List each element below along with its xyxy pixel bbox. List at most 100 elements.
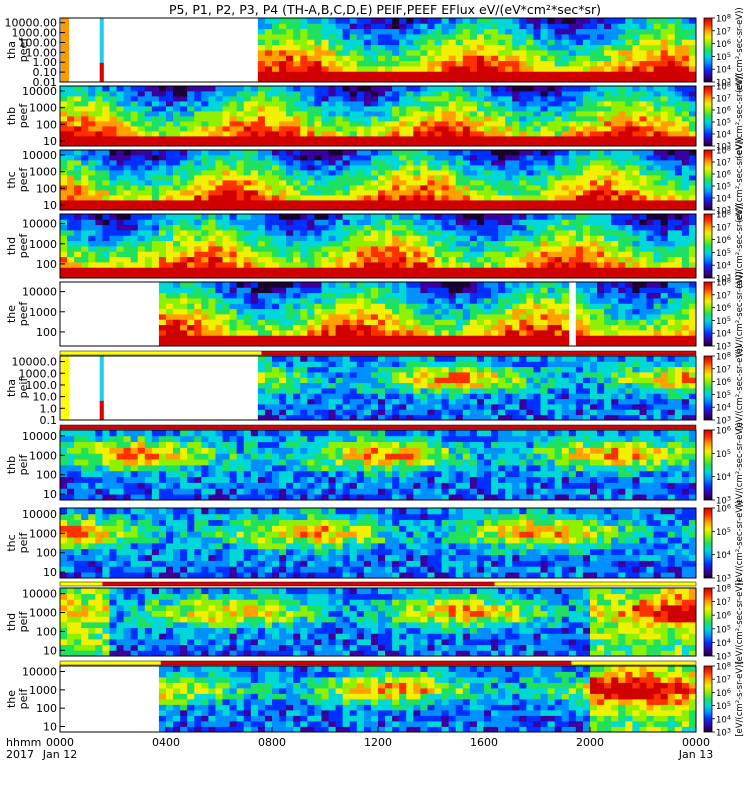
panel-label: the peef — [5, 301, 30, 327]
colorbar-tick-label: 104 — [716, 193, 731, 205]
colorbar-unit-label: (eV/(cm²-sec-sr-eV)) — [735, 73, 745, 159]
y-tick-label: 10000 — [22, 588, 57, 601]
y-tick-label: 1000 — [29, 449, 57, 462]
y-tick-label: 1000 — [29, 238, 57, 251]
colorbar-tick-label: 106 — [716, 38, 731, 50]
x-tick-label: 0800 — [258, 736, 286, 749]
colorbar-gradient — [703, 355, 713, 421]
flag-segment-red — [60, 425, 696, 429]
spectrogram-cells — [60, 430, 697, 501]
colorbar-tick-label: 106 — [716, 234, 731, 246]
spectrogram-cells — [257, 356, 697, 421]
panel-label-line: thb — [5, 107, 18, 125]
panel-frame — [59, 507, 697, 579]
y-tick-label: 10 — [43, 488, 57, 501]
colorbar-gradient — [703, 281, 713, 347]
x-tick-label: 0400 — [152, 736, 180, 749]
panel-label: thd peif — [5, 611, 30, 633]
y-tick-label: 1000 — [29, 306, 57, 319]
flag-segment-red — [261, 351, 696, 355]
panel-label-line: thb — [5, 456, 18, 474]
panel-frame — [59, 17, 697, 83]
colorbar-tick-label: 106 — [716, 687, 731, 699]
colorbar-tick-label: 107 — [716, 289, 731, 301]
figure-title: P5, P1, P2, P3, P4 (TH-A,B,C,D,E) PEIF,P… — [169, 2, 601, 17]
early-data-stripes — [61, 356, 104, 420]
panel-label-line: thc — [5, 171, 18, 188]
x-corner-label: hhmm — [6, 736, 41, 749]
y-tick-label: 100 — [36, 182, 57, 195]
colorbar-tick-label: 105 — [716, 448, 731, 460]
colorbar-tick-label: 108 — [716, 13, 731, 25]
colorbar-tick-label: 105 — [716, 700, 731, 712]
flag-segment-yellow — [60, 351, 262, 355]
panel-label-line: thc — [5, 534, 18, 551]
y-tick-label: 10 — [43, 135, 57, 148]
colorbar-tick-label: 104 — [716, 328, 731, 340]
x-tick-date-label: Jan 12 — [42, 748, 77, 761]
flag-bars-group — [59, 350, 697, 666]
spectrogram-cells — [60, 150, 697, 211]
colorbar-tick-label: 105 — [716, 315, 731, 327]
flag-segment-yellow — [60, 582, 103, 586]
colorbar-tick-label: 106 — [716, 302, 731, 314]
panel-label-line: the — [5, 305, 18, 323]
y-tick-label: 10000 — [22, 286, 57, 299]
flag-segment-yellow — [571, 661, 696, 665]
panel-label-line: peef — [17, 301, 30, 327]
colorbar-unit-label: (eV/(cm²-sec-sr-eV)) — [735, 137, 745, 223]
y-tick-label: 10000 — [22, 218, 57, 231]
flag-segment-red — [160, 661, 572, 665]
colorbar-tick-label: 104 — [716, 637, 731, 649]
panel-label-line: peef — [17, 233, 30, 259]
y-tick-label: 0.01 — [33, 76, 58, 89]
panel-frame — [59, 281, 697, 347]
x-tick-date-label: Jan 13 — [678, 748, 713, 761]
panel-frame — [59, 355, 697, 421]
colorbar-tick-label: 105 — [716, 117, 731, 129]
panel-label-line: peif — [17, 611, 30, 633]
panel-label: thc peif — [5, 532, 30, 554]
colorbar-tick-label: 108 — [716, 583, 731, 595]
panel-label-line: peif — [17, 688, 30, 710]
y-tick-label: 10000 — [22, 508, 57, 521]
colorbar-tick-label: 105 — [716, 51, 731, 63]
y-tick-label: 0.1 — [40, 414, 58, 427]
panel-label: thb peef — [5, 103, 30, 129]
y-tick-label: 1000 — [29, 607, 57, 620]
panel-label: thc peef — [5, 167, 30, 193]
y-tick-label: 10.00 — [26, 46, 58, 59]
y-tick-label: 100 — [36, 702, 57, 715]
panel-label-line: tha — [5, 41, 18, 59]
early-data-stripes — [61, 18, 104, 82]
panel-label-line: thd — [5, 237, 18, 255]
flag-segment-yellow — [494, 582, 696, 586]
flag-bar-after-the-peef — [59, 350, 697, 356]
panel-label: thb peif — [5, 454, 30, 476]
colorbar-tick-label: 105 — [716, 623, 731, 635]
colorbar-tick-label: 104 — [716, 260, 731, 272]
colorbar-tick-label: 108 — [716, 209, 731, 221]
y-tick-label: 100.0 — [26, 379, 58, 392]
x-tick-label: 0000 — [682, 736, 710, 749]
colorbar-tick-label: 105 — [716, 181, 731, 193]
colorbar-gradient — [703, 85, 713, 147]
colorbar-unit-label: (eV/(cm²-sec-sr-eV)) — [735, 500, 745, 586]
y-tick-label: 100.00 — [19, 36, 58, 49]
colorbar-gradient — [703, 17, 713, 83]
panel-label: tha peef — [5, 37, 30, 63]
colorbar-tick-label: 104 — [716, 129, 731, 141]
panels-group: 10000.001000.00100.0010.001.000.100.01th… — [5, 7, 746, 738]
colorbar-tick-label: 104 — [716, 549, 731, 561]
panel-label-line: peif — [17, 377, 30, 399]
x-tick-label: 1200 — [364, 736, 392, 749]
y-tick-label: 1000 — [29, 684, 57, 697]
